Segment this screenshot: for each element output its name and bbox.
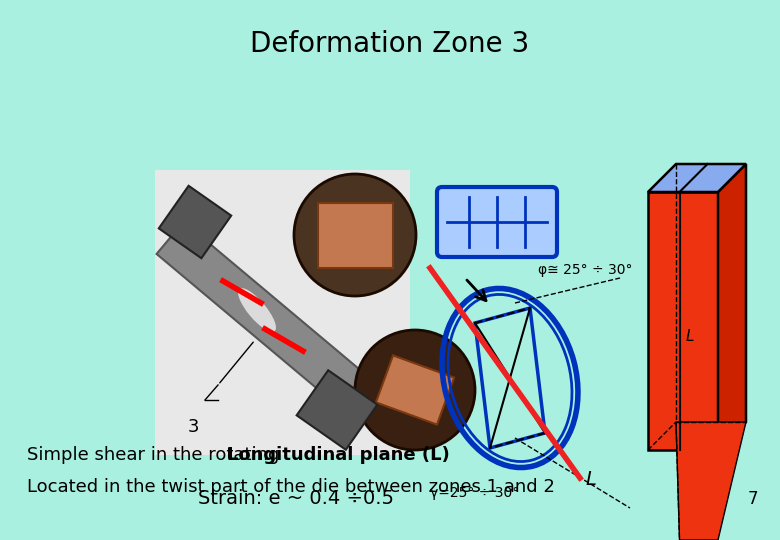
Polygon shape	[317, 202, 392, 267]
Polygon shape	[159, 186, 231, 258]
Polygon shape	[648, 192, 718, 450]
Text: Strain: e ~ 0.4 ÷0.5: Strain: e ~ 0.4 ÷0.5	[198, 489, 395, 508]
Text: Deformation Zone 3: Deformation Zone 3	[250, 30, 530, 58]
Polygon shape	[718, 164, 746, 450]
FancyBboxPatch shape	[437, 187, 557, 257]
Ellipse shape	[238, 288, 276, 332]
Polygon shape	[376, 355, 454, 424]
FancyBboxPatch shape	[155, 170, 410, 455]
Text: 7: 7	[748, 490, 758, 508]
Ellipse shape	[294, 174, 416, 296]
Text: L: L	[585, 470, 596, 489]
Text: Simple shear in the rotating: Simple shear in the rotating	[27, 446, 285, 463]
Polygon shape	[296, 370, 378, 450]
Polygon shape	[676, 422, 746, 540]
Polygon shape	[157, 222, 367, 408]
Text: L: L	[686, 329, 694, 344]
Polygon shape	[648, 164, 746, 192]
Text: γ=25° ÷ 30°: γ=25° ÷ 30°	[430, 486, 519, 500]
Text: Longitudinal plane (L): Longitudinal plane (L)	[227, 446, 450, 463]
Text: φ≅ 25° ÷ 30°: φ≅ 25° ÷ 30°	[538, 263, 633, 277]
Text: 3: 3	[188, 418, 200, 436]
Ellipse shape	[355, 330, 475, 450]
Text: Located in the twist part of the die between zones 1 and 2: Located in the twist part of the die bet…	[27, 478, 555, 496]
